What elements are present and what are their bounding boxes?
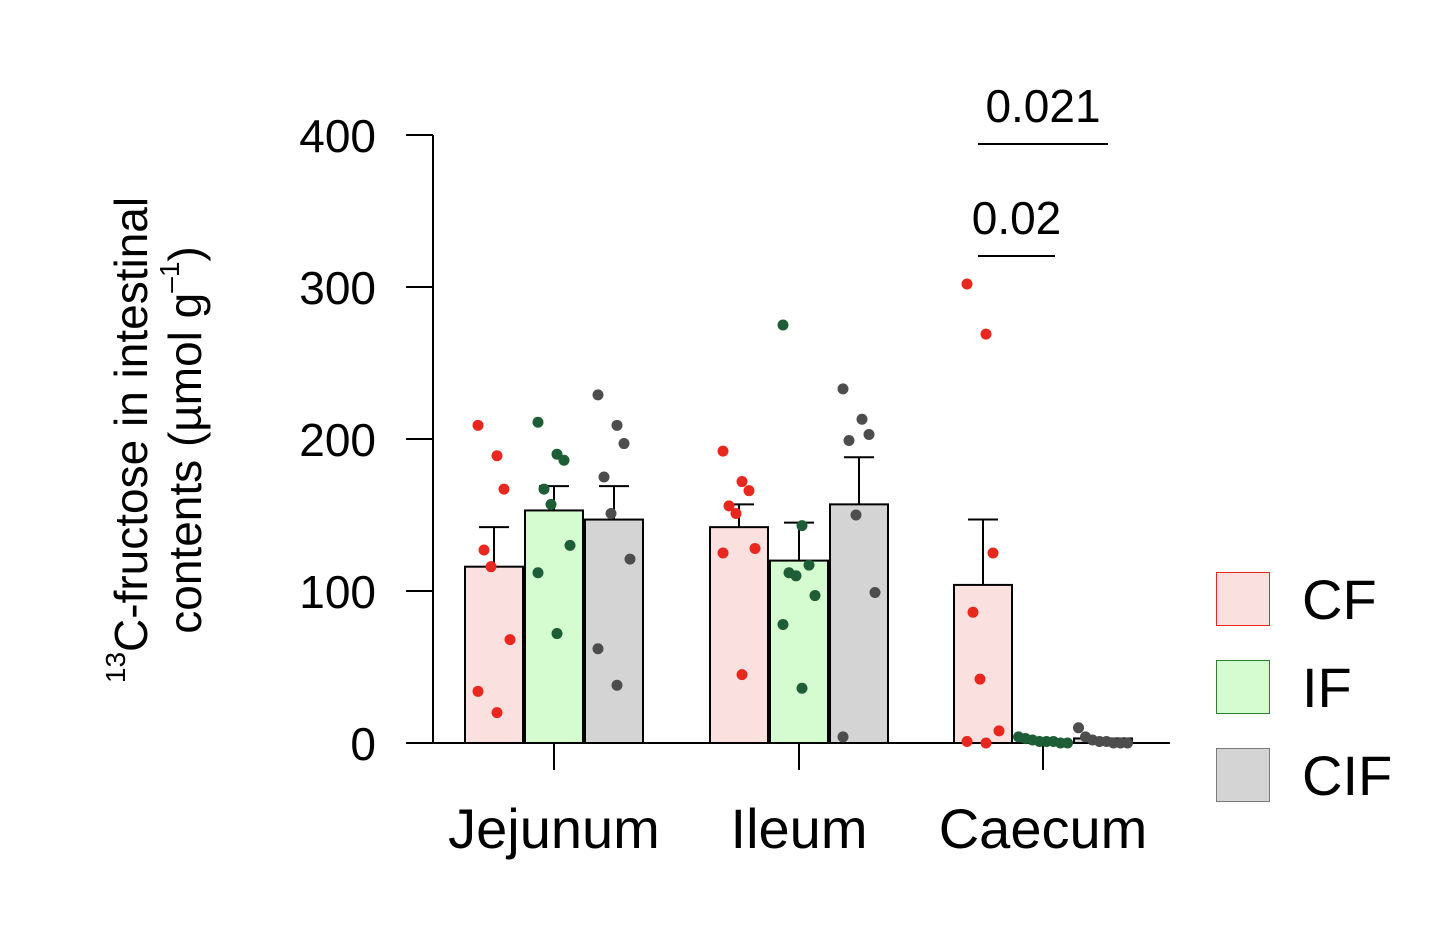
data-point: [624, 553, 636, 565]
data-point: [809, 590, 821, 602]
y-tick-label: 300: [299, 262, 376, 314]
bar: [769, 559, 829, 744]
legend: CF IF CIF: [1216, 555, 1392, 819]
data-point: [532, 416, 544, 428]
data-point: [1073, 722, 1084, 734]
x-tick-label: Ileum: [731, 797, 868, 860]
legend-label-if: IF: [1302, 655, 1352, 719]
data-point: [1062, 737, 1073, 749]
y-tick-label: 400: [299, 110, 376, 162]
legend-swatch-if: [1216, 660, 1270, 714]
data-point: [1122, 737, 1133, 749]
data-point: [504, 634, 516, 646]
legend-item-cif: CIF: [1216, 731, 1392, 819]
data-point: [592, 389, 604, 401]
data-point: [837, 731, 849, 743]
data-point: [485, 561, 497, 573]
x-tick-label: Jejunum: [448, 797, 660, 860]
bar: [829, 503, 889, 744]
legend-label-cif: CIF: [1302, 743, 1393, 807]
legend-item-cf: CF: [1216, 555, 1392, 643]
data-point: [498, 483, 510, 495]
data-point: [980, 328, 992, 340]
data-point: [723, 500, 735, 512]
data-point: [869, 587, 881, 599]
data-point: [777, 319, 789, 331]
data-point: [491, 450, 503, 462]
data-point: [843, 435, 855, 447]
bar: [584, 518, 644, 744]
data-point: [961, 278, 973, 290]
data-point: [558, 454, 570, 466]
data-point: [736, 476, 748, 488]
data-point: [749, 542, 761, 554]
data-point: [736, 669, 748, 681]
legend-swatch-cif: [1216, 748, 1270, 802]
data-point: [545, 498, 557, 510]
data-point: [850, 509, 862, 521]
data-point: [777, 618, 789, 630]
data-point: [611, 419, 623, 431]
data-point: [980, 737, 992, 749]
y-tick-label: 0: [350, 718, 376, 770]
data-point: [598, 471, 610, 483]
data-point: [961, 735, 973, 747]
data-point: [532, 567, 544, 579]
data-point: [538, 483, 550, 495]
data-point: [796, 520, 808, 532]
data-point: [717, 547, 729, 559]
data-point: [743, 485, 755, 497]
legend-item-if: IF: [1216, 643, 1392, 731]
data-point: [790, 570, 802, 582]
data-point: [472, 419, 484, 431]
data-point: [993, 725, 1005, 737]
data-point: [863, 428, 875, 440]
data-point: [987, 547, 999, 559]
significance-label: 0.021: [985, 80, 1100, 132]
data-point: [967, 606, 979, 618]
legend-label-cf: CF: [1302, 567, 1377, 631]
data-point: [717, 445, 729, 457]
data-point: [605, 507, 617, 519]
legend-swatch-cf: [1216, 572, 1270, 626]
x-tick-label: Caecum: [939, 797, 1148, 860]
data-point: [478, 544, 490, 556]
data-point: [551, 628, 563, 640]
data-point: [618, 438, 630, 450]
data-point: [856, 413, 868, 425]
data-point: [730, 507, 742, 519]
y-tick-label: 200: [299, 414, 376, 466]
data-point: [974, 673, 986, 685]
data-point: [472, 685, 484, 697]
data-point: [611, 679, 623, 691]
significance-label: 0.02: [972, 192, 1062, 244]
data-point: [796, 682, 808, 694]
bar: [709, 526, 769, 744]
data-point: [564, 539, 576, 551]
y-tick-label: 100: [299, 566, 376, 618]
bar: [524, 509, 584, 744]
data-point: [803, 559, 815, 571]
bar: [953, 583, 1013, 744]
data-point: [491, 707, 503, 719]
data-point: [837, 383, 849, 395]
data-point: [592, 643, 604, 655]
